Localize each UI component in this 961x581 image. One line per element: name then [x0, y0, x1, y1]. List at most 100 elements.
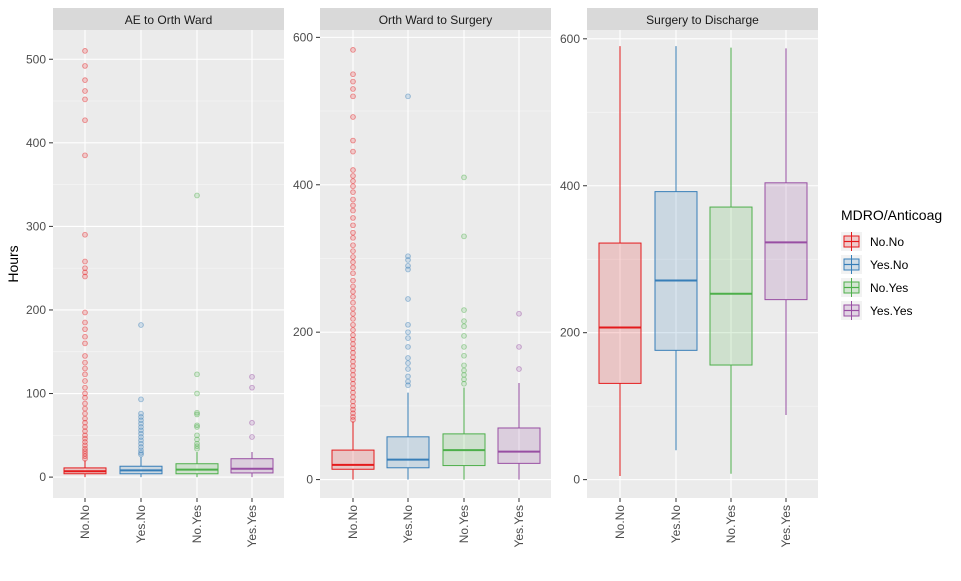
- outlier-point: [82, 269, 88, 276]
- outlier-point: [82, 378, 88, 384]
- outlier-point: [405, 257, 411, 263]
- outlier-point: [405, 366, 411, 372]
- outlier-point: [82, 88, 88, 94]
- outlier-point: [350, 167, 356, 173]
- outlier-point: [350, 248, 356, 254]
- outlier-point: [516, 344, 522, 350]
- outlier-point: [249, 434, 255, 440]
- outlier-point: [350, 71, 356, 78]
- box-Yes.No: [119, 322, 163, 478]
- box-No.Yes: [175, 192, 219, 478]
- outlier-point: [350, 93, 356, 100]
- y-tick-label: 0: [573, 473, 580, 487]
- outlier-point: [350, 417, 356, 423]
- outlier-point: [138, 430, 144, 437]
- outlier-point: [138, 322, 144, 328]
- outlier-point: [82, 48, 88, 54]
- outlier-point: [138, 417, 144, 424]
- box-iqr: [331, 449, 375, 470]
- outlier-point: [82, 435, 88, 442]
- outlier-point: [82, 448, 88, 455]
- outlier-point: [194, 432, 200, 439]
- outlier-point: [350, 367, 356, 374]
- outlier-point: [350, 229, 356, 236]
- outlier-point: [82, 265, 88, 272]
- x-tick-label: Yes.No: [134, 505, 148, 544]
- panel-background: [53, 30, 284, 498]
- outlier-point: [82, 365, 88, 372]
- box-Yes.No: [386, 93, 430, 480]
- outlier-point: [350, 270, 356, 277]
- outlier-point: [82, 439, 88, 445]
- outlier-point: [82, 258, 88, 265]
- box-Yes.Yes: [764, 48, 808, 415]
- legend-entry: No.Yes: [841, 278, 908, 297]
- box-iqr: [598, 242, 642, 384]
- outlier-point: [405, 266, 411, 273]
- outlier-point: [350, 234, 356, 241]
- outlier-point: [350, 310, 356, 317]
- outlier-point: [350, 376, 356, 383]
- outlier-point: [138, 444, 144, 450]
- box-No.Yes: [442, 174, 486, 480]
- outlier-point: [82, 96, 88, 103]
- outlier-point: [350, 47, 356, 53]
- outlier-point: [138, 440, 144, 447]
- outlier-point: [194, 445, 200, 452]
- outlier-point: [405, 382, 411, 389]
- outlier-point: [82, 432, 88, 439]
- outlier-point: [350, 414, 356, 420]
- y-tick-label: 400: [293, 178, 313, 192]
- outlier-point: [350, 215, 356, 221]
- outlier-point: [350, 196, 356, 203]
- facet-title: Surgery to Discharge: [646, 13, 759, 27]
- outlier-point: [461, 362, 467, 369]
- x-tick-label: Yes.Yes: [779, 505, 793, 548]
- outlier-point: [82, 405, 88, 412]
- outlier-point: [350, 336, 356, 343]
- outlier-point: [350, 389, 356, 396]
- outlier-point: [138, 450, 144, 456]
- legend-label: Yes.No: [870, 258, 909, 272]
- outlier-point: [350, 380, 356, 387]
- outlier-point: [350, 341, 356, 347]
- outlier-point: [82, 326, 88, 333]
- outlier-point: [82, 390, 88, 397]
- outlier-point: [350, 222, 356, 229]
- outlier-point: [461, 376, 467, 383]
- outlier-point: [461, 380, 467, 387]
- outlier-point: [82, 353, 88, 359]
- outlier-point: [194, 411, 200, 418]
- facet-title: Orth Ward to Surgery: [379, 13, 493, 27]
- outlier-point: [350, 372, 356, 378]
- box-Yes.Yes: [497, 310, 541, 480]
- outlier-point: [461, 323, 467, 330]
- outlier-point: [194, 371, 200, 378]
- outlier-point: [82, 340, 88, 347]
- outlier-point: [350, 148, 356, 155]
- outlier-point: [405, 373, 411, 380]
- outlier-point: [350, 316, 356, 322]
- x-tick-label: Yes.No: [401, 505, 415, 544]
- outlier-point: [350, 137, 356, 144]
- outlier-point: [405, 355, 411, 361]
- outlier-point: [405, 262, 411, 269]
- box-iqr: [230, 458, 274, 474]
- outlier-point: [350, 202, 356, 209]
- y-tick-label: 0: [39, 470, 46, 484]
- outlier-point: [350, 283, 356, 290]
- outlier-point: [194, 443, 200, 450]
- outlier-point: [194, 422, 200, 429]
- outlier-point: [194, 409, 200, 416]
- outlier-point: [82, 333, 88, 340]
- outlier-point: [249, 419, 255, 426]
- outlier-point: [405, 378, 411, 385]
- outlier-point: [138, 410, 144, 417]
- box-No.No: [331, 47, 375, 480]
- outlier-point: [350, 259, 356, 266]
- outlier-point: [461, 233, 467, 240]
- outlier-point: [82, 415, 88, 422]
- y-axis-title: Hours: [5, 245, 21, 282]
